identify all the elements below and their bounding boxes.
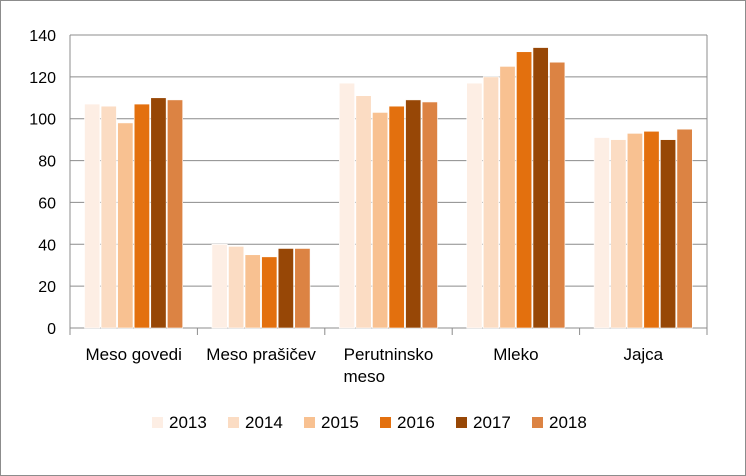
bar xyxy=(532,47,549,329)
bar xyxy=(660,139,677,329)
legend-label: 2015 xyxy=(321,413,359,432)
y-tick-label: 60 xyxy=(38,195,56,212)
bar xyxy=(150,97,167,329)
bar xyxy=(372,112,389,329)
bar xyxy=(499,66,516,329)
legend-swatch xyxy=(532,417,543,428)
bar xyxy=(117,122,134,329)
bar xyxy=(549,61,566,329)
bar xyxy=(421,101,438,329)
x-category-label: Jajca xyxy=(623,345,663,364)
bar xyxy=(593,137,610,329)
y-tick-label: 40 xyxy=(38,237,56,254)
bar xyxy=(277,248,294,329)
bar xyxy=(338,82,355,329)
bar xyxy=(84,103,101,329)
bar xyxy=(294,248,311,329)
y-tick-label: 120 xyxy=(29,70,56,87)
bar xyxy=(516,51,533,329)
bar xyxy=(167,99,183,329)
bar xyxy=(100,105,117,329)
x-category-label: Meso govedi xyxy=(86,345,182,364)
bar xyxy=(466,82,483,329)
y-tick-label: 20 xyxy=(38,279,56,296)
bar xyxy=(355,95,372,329)
legend-swatch xyxy=(304,417,315,428)
bar xyxy=(610,139,627,329)
legend-label: 2018 xyxy=(549,413,587,432)
bar xyxy=(211,243,228,329)
bar xyxy=(228,246,245,329)
bar xyxy=(676,128,693,329)
legend-label: 2014 xyxy=(245,413,283,432)
legend-label: 2016 xyxy=(397,413,435,432)
bar xyxy=(133,103,150,329)
legend-swatch xyxy=(380,417,391,428)
bar xyxy=(626,133,643,329)
y-tick-label: 0 xyxy=(47,321,56,338)
x-category-label: Meso prašičev xyxy=(206,345,316,364)
legend-swatch xyxy=(152,417,163,428)
x-category-label: Perutninsko xyxy=(344,345,434,364)
legend-swatch xyxy=(456,417,467,428)
legend-swatch xyxy=(228,417,239,428)
bar xyxy=(261,256,278,329)
bar xyxy=(244,254,261,329)
legend-label: 2013 xyxy=(169,413,207,432)
y-tick-label: 80 xyxy=(38,154,56,171)
x-category-label: Mleko xyxy=(493,345,538,364)
y-tick-label: 100 xyxy=(29,112,56,129)
y-tick-label: 140 xyxy=(29,28,56,45)
bar xyxy=(643,130,660,329)
bar xyxy=(405,99,422,329)
bar xyxy=(482,76,499,329)
x-category-label: meso xyxy=(344,367,386,386)
legend-label: 2017 xyxy=(473,413,511,432)
bar xyxy=(388,105,405,329)
